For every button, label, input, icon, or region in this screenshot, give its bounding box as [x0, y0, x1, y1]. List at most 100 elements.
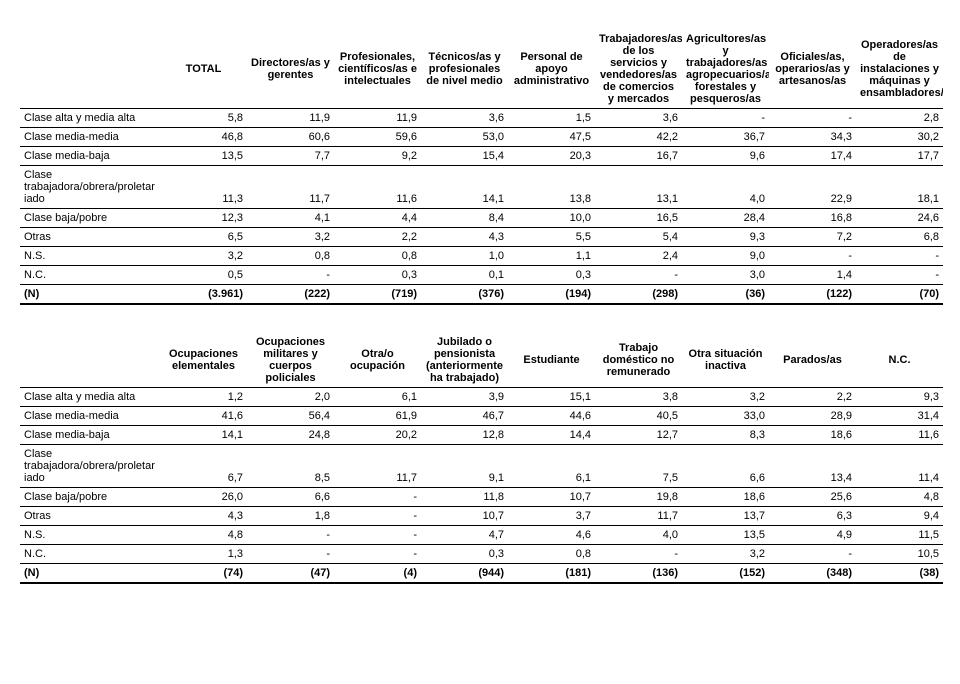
cell: 4,3	[421, 228, 508, 247]
cell: 0,3	[421, 545, 508, 564]
cell: 11,6	[856, 426, 943, 445]
table-row: Clase baja/pobre 12,3 4,1 4,4 8,4 10,0 1…	[20, 209, 943, 228]
cell: 7,5	[595, 445, 682, 488]
cell: 11,7	[247, 166, 334, 209]
cell: 1,1	[508, 247, 595, 266]
cell: 5,8	[160, 109, 247, 128]
cell: 4,8	[160, 526, 247, 545]
cell: -	[682, 109, 769, 128]
n-cell: (719)	[334, 285, 421, 305]
n-cell: (348)	[769, 564, 856, 584]
cell: 0,8	[508, 545, 595, 564]
n-cell: (70)	[856, 285, 943, 305]
cell: -	[334, 507, 421, 526]
cell: 11,9	[247, 109, 334, 128]
n-cell: (222)	[247, 285, 334, 305]
row-label: N.S.	[20, 247, 160, 266]
cell: 6,5	[160, 228, 247, 247]
row-label: Otras	[20, 228, 160, 247]
n-cell: (376)	[421, 285, 508, 305]
n-cell: (136)	[595, 564, 682, 584]
cell: 8,3	[682, 426, 769, 445]
cell: 3,8	[595, 388, 682, 407]
page: TOTAL Directores/as y gerentes Profesion…	[0, 0, 960, 604]
cell: -	[769, 545, 856, 564]
cell: 0,8	[247, 247, 334, 266]
table-row: Clase media-baja 13,5 7,7 9,2 15,4 20,3 …	[20, 147, 943, 166]
table-2-col-3: Jubilado o pensionista (anteriormente ha…	[421, 333, 508, 388]
cell: 9,6	[682, 147, 769, 166]
table-1-rowhead-blank	[20, 30, 160, 109]
table-row: N.C. 0,5 - 0,3 0,1 0,3 - 3,0 1,4 -	[20, 266, 943, 285]
cell: 1,4	[769, 266, 856, 285]
cell: 3,2	[160, 247, 247, 266]
table-gap	[20, 305, 940, 333]
cell: 33,0	[682, 407, 769, 426]
n-cell: (298)	[595, 285, 682, 305]
cell: -	[595, 545, 682, 564]
cell: 6,6	[247, 488, 334, 507]
cell: 0,3	[508, 266, 595, 285]
cell: 13,5	[682, 526, 769, 545]
cell: -	[334, 545, 421, 564]
cell: -	[595, 266, 682, 285]
table-row: Clase baja/pobre 26,0 6,6 - 11,8 10,7 19…	[20, 488, 943, 507]
cell: -	[334, 488, 421, 507]
cell: 4,0	[682, 166, 769, 209]
cell: 28,9	[769, 407, 856, 426]
cell: 56,4	[247, 407, 334, 426]
cell: 6,1	[334, 388, 421, 407]
table-2-col-4: Estudiante	[508, 333, 595, 388]
cell: 10,7	[508, 488, 595, 507]
cell: 28,4	[682, 209, 769, 228]
cell: 18,1	[856, 166, 943, 209]
cell: -	[769, 109, 856, 128]
table-1-col-5: Trabajadores/as de los servicios y vende…	[595, 30, 682, 109]
cell: -	[247, 545, 334, 564]
n-cell: (3.961)	[160, 285, 247, 305]
cell: 24,8	[247, 426, 334, 445]
cell: 8,4	[421, 209, 508, 228]
cell: 10,5	[856, 545, 943, 564]
cell: 13,8	[508, 166, 595, 209]
n-label: (N)	[20, 564, 160, 584]
row-label: Clase media-media	[20, 407, 160, 426]
cell: 42,2	[595, 128, 682, 147]
cell: 14,4	[508, 426, 595, 445]
cell: 9,0	[682, 247, 769, 266]
cell: 10,7	[421, 507, 508, 526]
table-2: Ocupaciones elementales Ocupaciones mili…	[20, 333, 943, 584]
cell: 11,3	[160, 166, 247, 209]
cell: -	[856, 266, 943, 285]
row-label: Clase trabajadora/obrera/proletariado	[20, 166, 160, 209]
table-2-col-7: Parados/as	[769, 333, 856, 388]
cell: 9,4	[856, 507, 943, 526]
cell: 46,7	[421, 407, 508, 426]
cell: 11,7	[595, 507, 682, 526]
n-cell: (38)	[856, 564, 943, 584]
cell: 40,5	[595, 407, 682, 426]
row-label: Clase trabajadora/obrera/proletariado	[20, 445, 160, 488]
table-row: N.C. 1,3 - - 0,3 0,8 - 3,2 - 10,5	[20, 545, 943, 564]
cell: 0,1	[421, 266, 508, 285]
table-row: N.S. 3,2 0,8 0,8 1,0 1,1 2,4 9,0 - -	[20, 247, 943, 266]
table-1-col-4: Personal de apoyo administrativo	[508, 30, 595, 109]
cell: 2,2	[334, 228, 421, 247]
table-2-col-1: Ocupaciones militares y cuerpos policial…	[247, 333, 334, 388]
cell: 3,6	[595, 109, 682, 128]
table-1-n-row: (N) (3.961) (222) (719) (376) (194) (298…	[20, 285, 943, 305]
cell: 11,6	[334, 166, 421, 209]
n-cell: (47)	[247, 564, 334, 584]
cell: 18,6	[682, 488, 769, 507]
cell: 13,1	[595, 166, 682, 209]
cell: 4,9	[769, 526, 856, 545]
cell: -	[856, 247, 943, 266]
cell: 6,6	[682, 445, 769, 488]
n-cell: (181)	[508, 564, 595, 584]
n-cell: (122)	[769, 285, 856, 305]
cell: 20,3	[508, 147, 595, 166]
cell: 26,0	[160, 488, 247, 507]
cell: 6,7	[160, 445, 247, 488]
cell: 19,8	[595, 488, 682, 507]
table-1-col-0: TOTAL	[160, 30, 247, 109]
